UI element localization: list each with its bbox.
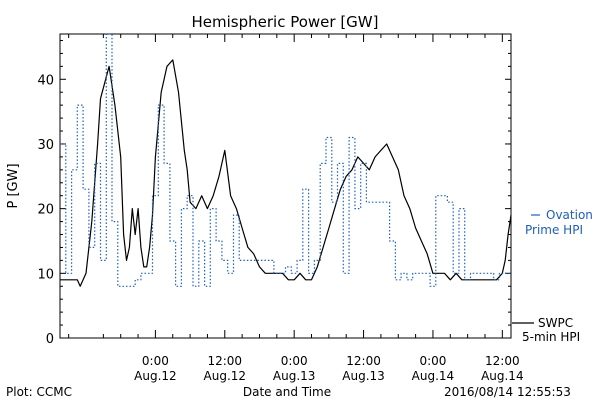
x-tick-label-date: Aug.14 [481,369,524,383]
chart-title: Hemispheric Power [GW] [192,13,379,31]
x-tick-label-date: Aug.12 [134,369,177,383]
y-tick-label: 30 [37,138,54,153]
x-tick-label-time: 0:00 [281,354,308,368]
x-tick-label-date: Aug.13 [342,369,385,383]
footer-plot-credit: Plot: CCMC [6,385,72,399]
y-tick-label: 0 [46,332,54,347]
series-layer [60,33,512,287]
x-axis-label: Date and Time [243,385,331,399]
legend: Ovation Prime HPI SWPC 5-min HPI [512,208,593,344]
legend-item-ovation: Ovation Prime HPI [525,208,593,237]
footer-timestamp: 2016/08/14 12:55:53 [444,385,571,399]
y-axis: 0 10 20 30 40 [37,39,511,347]
legend-ovation-line1: Ovation [546,208,593,222]
x-tick-label-time: 12:00 [346,354,381,368]
legend-swpc-line1: SWPC [538,316,573,330]
legend-swpc-line2: 5-min HPI [522,330,580,344]
x-tick-label-time: 0:00 [142,354,169,368]
legend-item-swpc: SWPC 5-min HPI [512,316,580,344]
x-tick-label-time: 12:00 [485,354,520,368]
x-tick-label-date: Aug.14 [412,369,455,383]
y-tick-label: 20 [37,203,54,218]
plot-frame [59,33,512,339]
y-tick-label: 10 [37,267,54,282]
series-swpc-line [60,59,512,287]
x-tick-label-time: 0:00 [419,354,446,368]
legend-ovation-line2: Prime HPI [525,223,583,237]
series-ovation-line [60,33,511,287]
x-tick-label-time: 12:00 [207,354,242,368]
x-tick-label-date: Aug.12 [204,369,247,383]
y-axis-label: P [GW] [6,163,21,208]
x-axis: 0:00Aug.1212:00Aug.120:00Aug.1312:00Aug.… [68,34,524,383]
x-tick-label-date: Aug.13 [273,369,316,383]
y-tick-label: 40 [37,73,54,88]
